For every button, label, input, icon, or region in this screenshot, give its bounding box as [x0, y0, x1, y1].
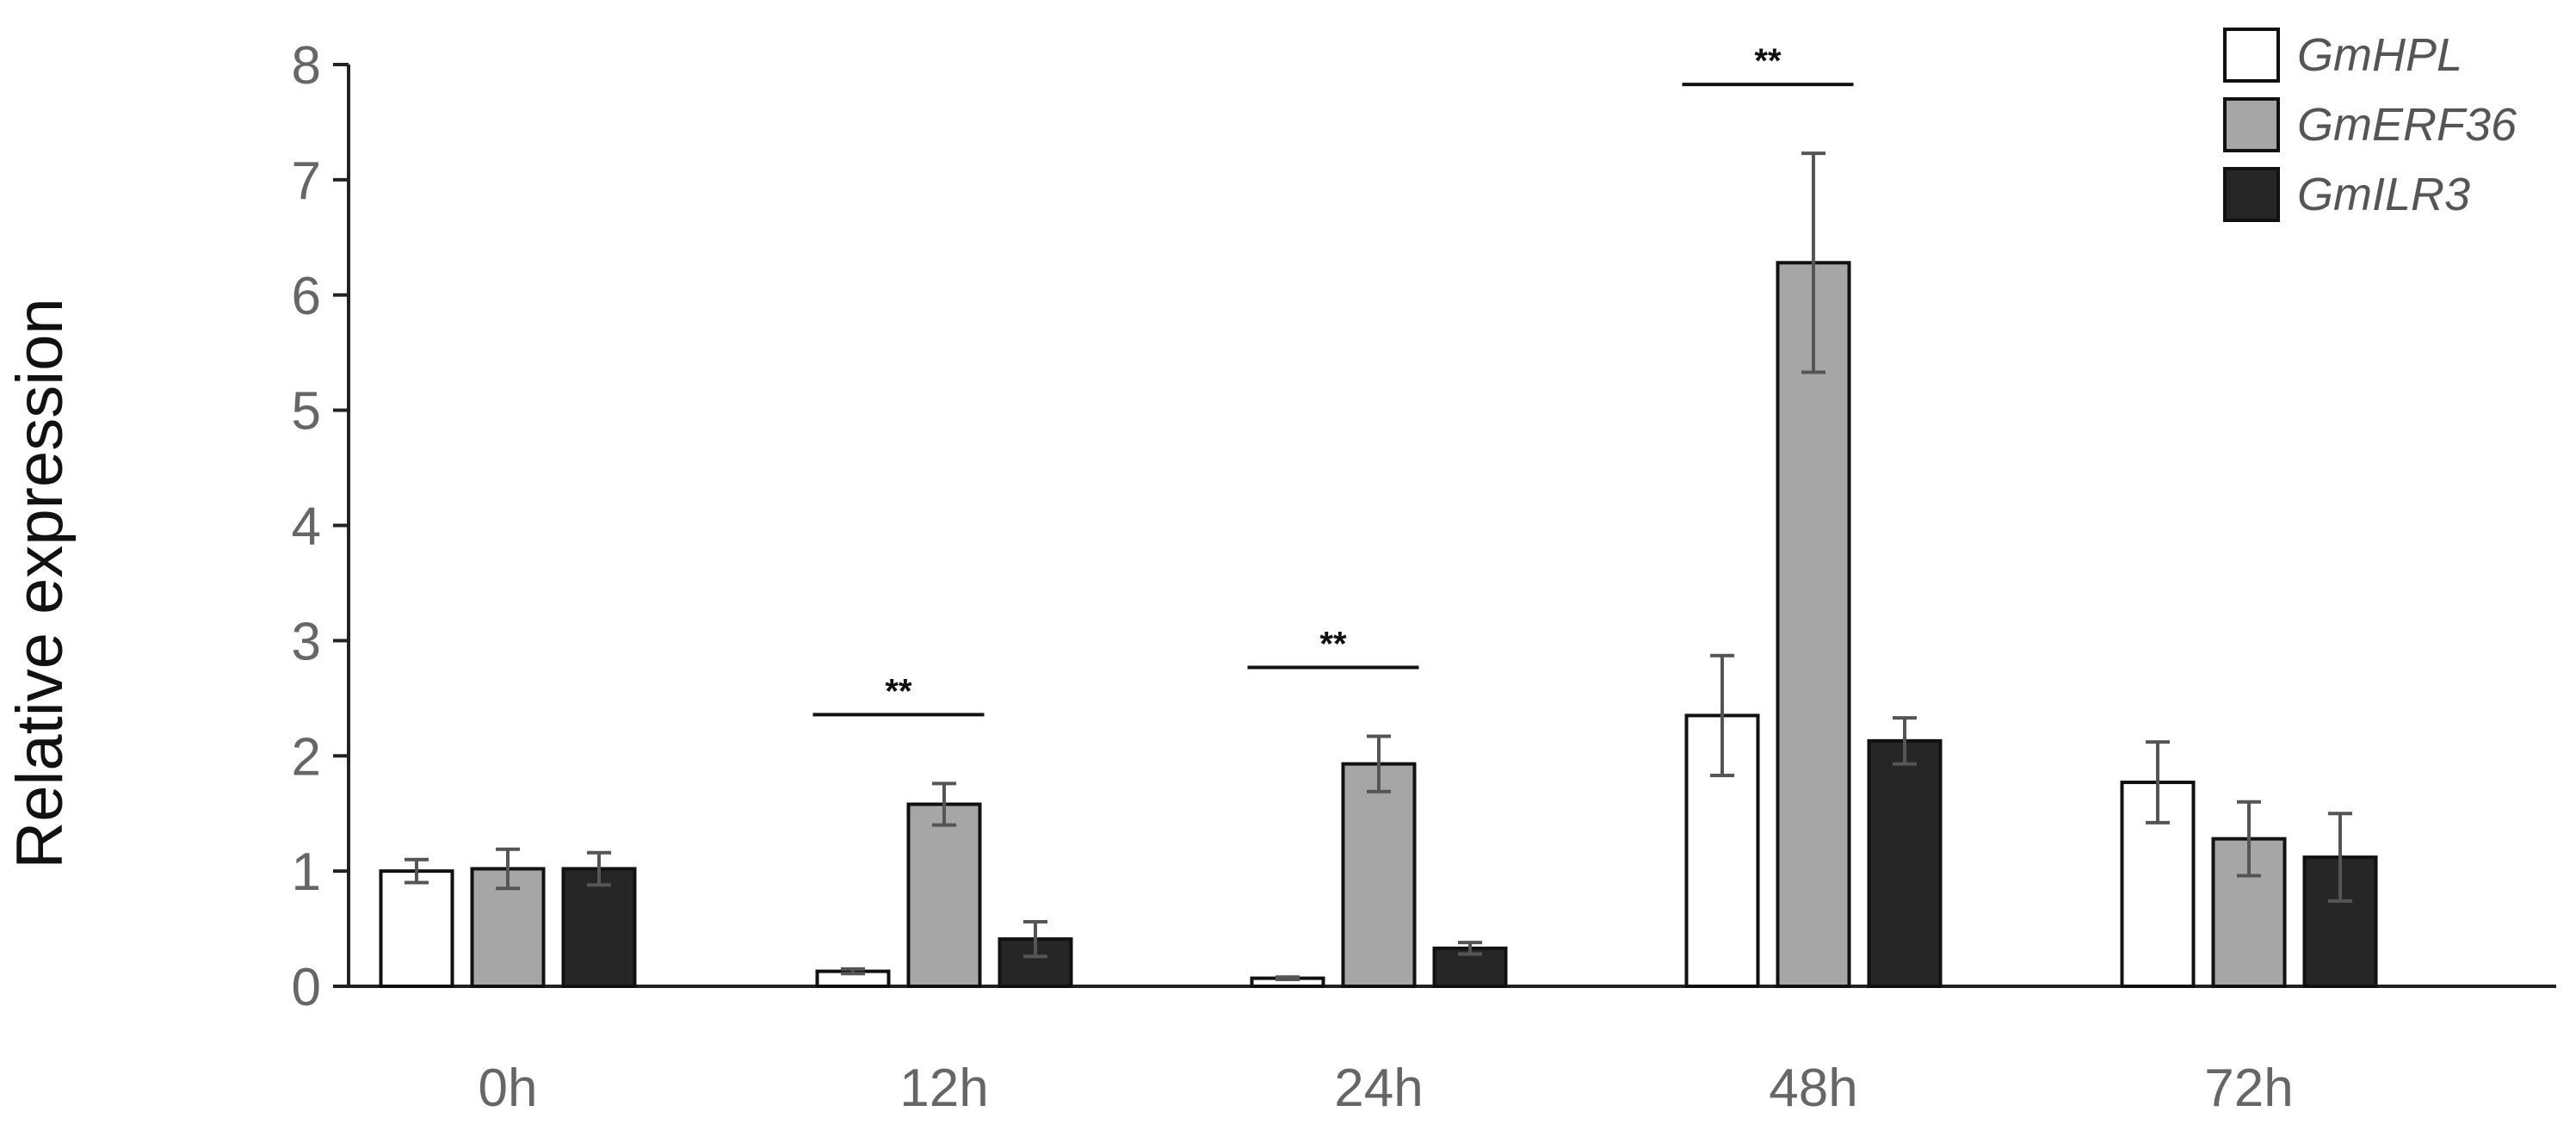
error-bar-gmilr3-12h — [1023, 920, 1047, 959]
bar-gmerf36-12h — [906, 802, 982, 988]
error-bar-gmhpl-48h — [1710, 653, 1734, 778]
x-tick-label-72h: 72h — [2204, 1059, 2293, 1118]
y-tick-label-7: 7 — [292, 151, 321, 211]
error-bar-gmhpl-72h — [2146, 740, 2170, 824]
error-bar-gmerf36-0h — [496, 847, 520, 891]
significance-48h: ** — [1682, 42, 1854, 87]
x-tick-label-0h: 0h — [479, 1059, 538, 1118]
y-tick-label-8: 8 — [292, 36, 321, 96]
significance-label: ** — [885, 672, 912, 710]
legend-item-gmhpl: GmHPL — [2223, 28, 2462, 83]
significance-markers: ** ** ** — [812, 42, 1854, 717]
error-bar-gmerf36-12h — [932, 781, 956, 827]
legend-label: GmHPL — [2297, 29, 2462, 81]
bar-gmilr3-0h — [561, 867, 637, 989]
y-tick-label-1: 1 — [292, 843, 321, 902]
legend-item-gmerf36: GmERF36 — [2223, 97, 2517, 152]
error-bar-gmilr3-48h — [1893, 716, 1917, 766]
bar-gmerf36-24h — [1341, 762, 1417, 989]
y-tick-label-3: 3 — [292, 612, 321, 671]
legend-label: GmILR3 — [2297, 169, 2470, 220]
legend-label: GmERF36 — [2297, 99, 2517, 151]
error-bar-gmilr3-24h — [1458, 941, 1482, 956]
y-tick-label-0: 0 — [292, 958, 321, 1017]
bar-gmhpl-0h — [379, 869, 454, 988]
legend-swatch — [2223, 167, 2280, 222]
significance-label: ** — [1319, 625, 1347, 663]
x-tick-label-24h: 24h — [1334, 1059, 1423, 1118]
bar-gmilr3-48h — [1867, 738, 1943, 988]
axes: 0 1 2 3 4 5 6 7 8 0h 12h 24h 48h 72h — [292, 36, 2556, 1118]
significance-24h: ** — [1247, 625, 1419, 670]
legend: GmHPL GmERF36 GmILR3 — [2223, 28, 2517, 222]
y-tick-label-4: 4 — [292, 497, 321, 557]
y-tick-label-6: 6 — [292, 267, 321, 326]
error-bar-gmerf36-72h — [2237, 800, 2261, 878]
error-bar-gmhpl-24h — [1276, 975, 1300, 981]
error-bar-gmerf36-48h — [1801, 151, 1825, 374]
x-tick-label-12h: 12h — [899, 1059, 988, 1118]
error-bars — [405, 151, 2352, 981]
error-bar-gmhpl-12h — [841, 967, 865, 976]
bars — [379, 261, 2378, 989]
error-bar-gmilr3-0h — [587, 850, 611, 887]
y-axis-title: Relative expression — [3, 298, 77, 868]
error-bar-gmilr3-72h — [2328, 812, 2352, 903]
legend-item-gmilr3: GmILR3 — [2223, 167, 2470, 222]
y-tick-label-5: 5 — [292, 382, 321, 442]
error-bar-gmhpl-0h — [405, 857, 429, 885]
x-tick-label-48h: 48h — [1769, 1059, 1857, 1118]
significance-label: ** — [1754, 42, 1782, 80]
y-tick-label-2: 2 — [292, 727, 321, 787]
legend-swatch — [2223, 28, 2280, 83]
legend-swatch — [2223, 97, 2280, 152]
error-bar-gmerf36-24h — [1367, 734, 1391, 794]
significance-12h: ** — [812, 672, 985, 717]
